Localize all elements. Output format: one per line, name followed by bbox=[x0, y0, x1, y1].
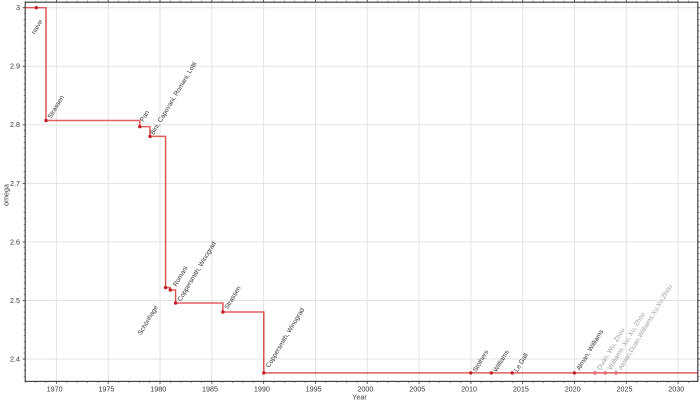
svg-text:2.4: 2.4 bbox=[10, 354, 20, 363]
svg-text:2010: 2010 bbox=[461, 385, 477, 394]
svg-text:1995: 1995 bbox=[306, 385, 322, 394]
svg-text:2.8: 2.8 bbox=[10, 120, 20, 129]
svg-text:2.9: 2.9 bbox=[10, 62, 20, 71]
svg-text:2.5: 2.5 bbox=[10, 296, 20, 305]
svg-text:1990: 1990 bbox=[254, 385, 270, 394]
svg-text:2000: 2000 bbox=[357, 385, 373, 394]
svg-text:3: 3 bbox=[16, 3, 20, 12]
svg-text:omega: omega bbox=[2, 184, 11, 206]
svg-text:1970: 1970 bbox=[47, 385, 63, 394]
svg-text:2015: 2015 bbox=[513, 385, 529, 394]
svg-text:2.7: 2.7 bbox=[10, 179, 20, 188]
svg-text:1985: 1985 bbox=[202, 385, 218, 394]
svg-text:2005: 2005 bbox=[409, 385, 425, 394]
svg-text:Year: Year bbox=[352, 393, 367, 402]
svg-text:2020: 2020 bbox=[565, 385, 581, 394]
svg-text:1975: 1975 bbox=[98, 385, 114, 394]
svg-text:2.6: 2.6 bbox=[10, 237, 20, 246]
svg-text:2025: 2025 bbox=[616, 385, 632, 394]
svg-text:2030: 2030 bbox=[668, 385, 684, 394]
svg-text:1980: 1980 bbox=[150, 385, 166, 394]
